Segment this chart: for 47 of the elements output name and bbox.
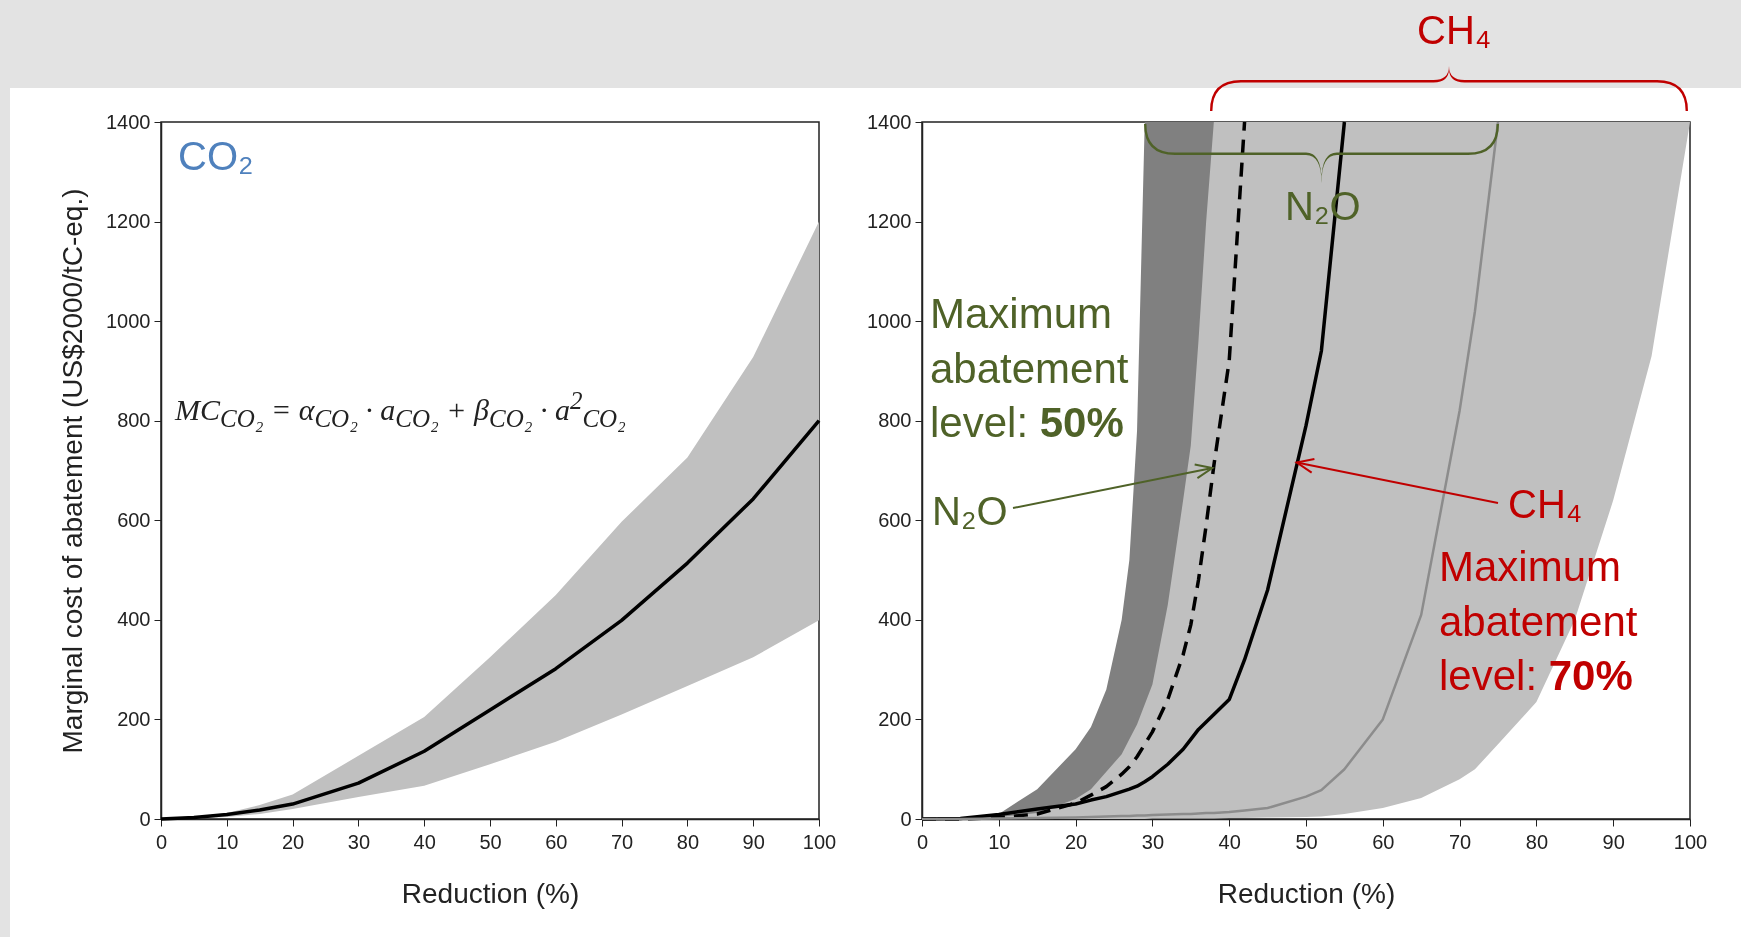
x-tick-label: 60 <box>1372 830 1395 853</box>
x-tick-label: 60 <box>545 830 568 853</box>
x-tick-label: 0 <box>916 830 929 853</box>
annotation: Maximum abatement level: 70% <box>1439 542 1639 702</box>
y-tick-label: 800 <box>878 409 912 432</box>
x-tick-label: 80 <box>1525 830 1549 853</box>
y-tick-label: 1400 <box>106 110 151 133</box>
y-tick-label: 1200 <box>106 210 151 233</box>
y-axis-title: Marginal cost of abatement (US$2000/tC-eq.) <box>57 188 89 754</box>
y-tick-label: 0 <box>900 807 912 830</box>
x-tick-label: 40 <box>413 830 436 853</box>
x-tick-label: 100 <box>802 830 837 853</box>
x-axis-title: Reduction (%) <box>1217 877 1396 909</box>
annotation: CH₄ <box>1508 482 1583 526</box>
x-tick-label: 10 <box>216 830 239 853</box>
annotation: N₂O <box>932 489 1008 533</box>
y-tick-label: 1000 <box>867 309 912 332</box>
y-tick-label: 200 <box>878 707 912 730</box>
x-tick-label: 0 <box>155 830 168 853</box>
y-tick-label: 400 <box>878 608 912 631</box>
x-tick-label: 40 <box>1218 830 1241 853</box>
y-tick-label: 800 <box>117 409 151 432</box>
x-tick-label: 100 <box>1673 830 1708 853</box>
x-tick-label: 30 <box>1141 830 1165 853</box>
y-tick-label: 1000 <box>106 309 151 332</box>
annotation: CO₂ <box>178 134 254 178</box>
y-tick-label: 200 <box>117 707 151 730</box>
x-tick-label: 20 <box>1064 830 1088 853</box>
y-tick-label: 600 <box>117 508 151 531</box>
x-axis-title: Reduction (%) <box>401 877 580 909</box>
y-tick-label: 600 <box>878 508 912 531</box>
x-tick-label: 20 <box>281 830 305 853</box>
y-tick-label: 1200 <box>867 210 912 233</box>
annotation: Maximum abatement level: 50% <box>930 289 1130 449</box>
x-tick-label: 10 <box>988 830 1011 853</box>
text: CH₄ <box>1417 8 1492 52</box>
x-tick-label: 70 <box>610 830 634 853</box>
x-tick-label: 90 <box>742 830 765 853</box>
x-tick-label: 50 <box>1295 830 1318 853</box>
x-tick-label: 30 <box>347 830 371 853</box>
x-tick-label: 90 <box>1602 830 1625 853</box>
y-tick-label: 0 <box>139 807 151 830</box>
x-tick-label: 50 <box>479 830 502 853</box>
x-tick-label: 70 <box>1448 830 1472 853</box>
y-tick-label: 1400 <box>867 110 912 133</box>
y-tick-label: 400 <box>117 608 151 631</box>
x-tick-label: 80 <box>676 830 700 853</box>
